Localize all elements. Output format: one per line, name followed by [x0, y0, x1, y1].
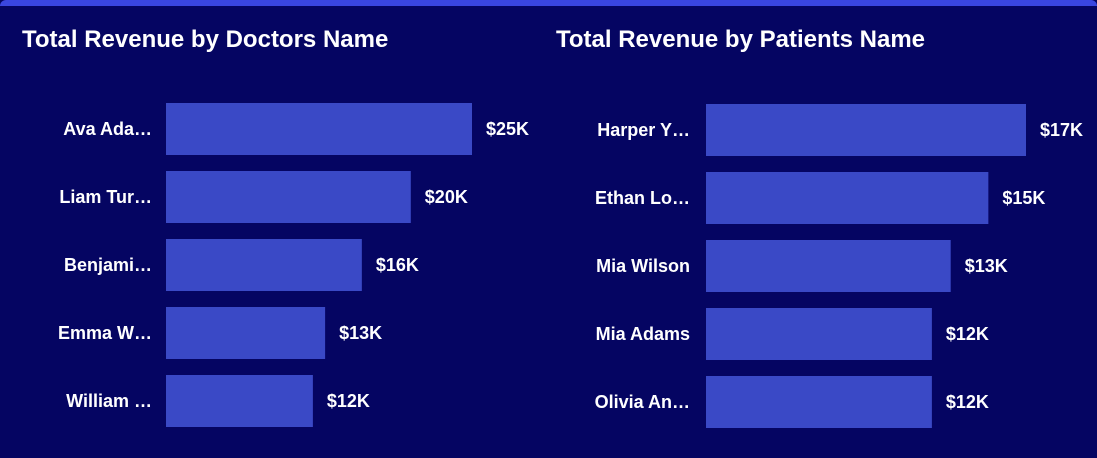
patients-revenue-chart[interactable]: Harper Y… $17K Ethan Lo… $15K Mia Wilson $13K… — [548, 6, 1097, 458]
category-label: Ava Ada… — [63, 119, 152, 139]
category-label: Harper Y… — [597, 120, 690, 140]
patients-revenue-panel: Total Revenue by Patients Name Harper Y…… — [548, 6, 1097, 458]
revenue-bar[interactable] — [166, 103, 472, 155]
value-label: $13K — [339, 323, 382, 343]
value-label: $15K — [1002, 188, 1045, 208]
category-label: Benjami… — [64, 255, 152, 275]
category-label: Mia Adams — [596, 324, 690, 344]
doctors-revenue-chart[interactable]: Ava Ada… $25K Liam Tur… $20K Benjami… $16K Emm… — [0, 6, 548, 458]
chart-title: Total Revenue by Doctors Name — [22, 26, 389, 53]
value-label: $25K — [486, 119, 529, 139]
revenue-bar[interactable] — [706, 104, 1026, 156]
category-label: Emma W… — [58, 323, 152, 343]
value-label: $12K — [327, 391, 370, 411]
revenue-bar[interactable] — [166, 239, 362, 291]
revenue-bar[interactable] — [166, 375, 313, 427]
category-label: William … — [66, 391, 152, 411]
category-label: Ethan Lo… — [595, 188, 690, 208]
value-label: $13K — [965, 256, 1008, 276]
revenue-bar[interactable] — [706, 172, 989, 224]
value-label: $17K — [1040, 120, 1083, 140]
category-label: Liam Tur… — [59, 187, 152, 207]
revenue-bar[interactable] — [706, 376, 932, 428]
value-label: $12K — [946, 324, 989, 344]
chart-title: Total Revenue by Patients Name — [556, 26, 925, 53]
doctors-revenue-panel: Total Revenue by Doctors Name Ava Ada… $2… — [0, 6, 548, 458]
category-label: Olivia An… — [595, 392, 690, 412]
category-label: Mia Wilson — [596, 256, 690, 276]
revenue-bar[interactable] — [166, 307, 326, 359]
revenue-bar[interactable] — [706, 240, 951, 292]
revenue-bar[interactable] — [166, 171, 411, 223]
value-label: $20K — [425, 187, 468, 207]
value-label: $16K — [376, 255, 419, 275]
revenue-bar[interactable] — [706, 308, 932, 360]
value-label: $12K — [946, 392, 989, 412]
